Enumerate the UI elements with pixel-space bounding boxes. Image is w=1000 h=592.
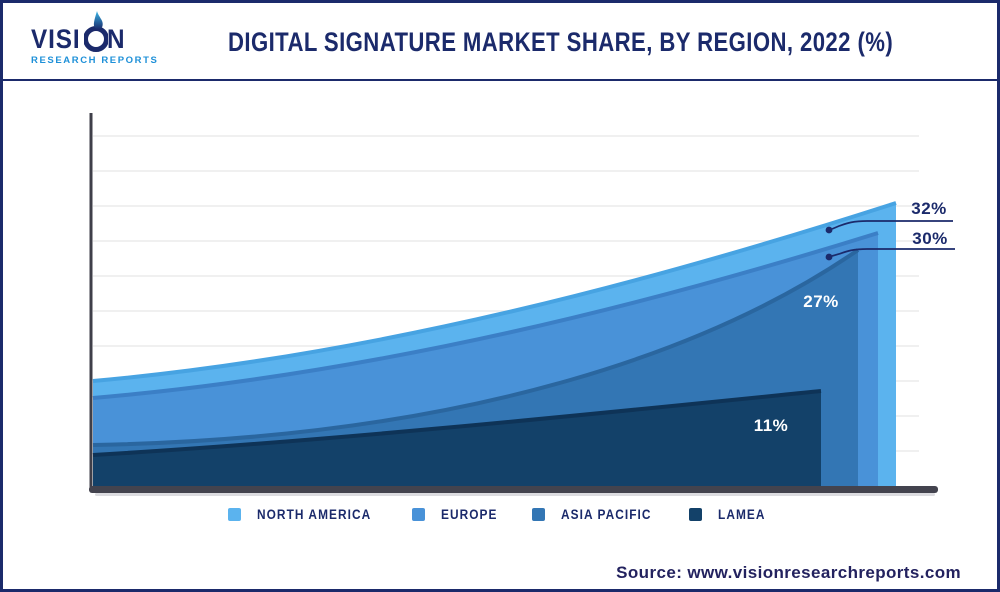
legend-label-europe: EUROPE [441, 507, 498, 522]
legend-label-asia-pacific: ASIA PACIFIC [560, 507, 652, 522]
value-label-europe: 30% [912, 229, 948, 248]
brand-subtitle: RESEARCH REPORTS [31, 55, 159, 66]
legend-item-lamea: LAMEA [689, 507, 772, 522]
value-label-lamea: 11% [754, 416, 789, 435]
legend-item-europe: EUROPE [412, 507, 505, 522]
x-axis [89, 486, 938, 493]
brand-logo: VISI N RESEARCH REPORTS [31, 11, 161, 66]
legend-label-lamea: LAMEA [718, 507, 767, 522]
legend-item-north-america: NORTH AMERICA [227, 507, 387, 522]
logo-o-droplet-icon [84, 11, 109, 52]
legend-swatch-asia-pacific-icon [531, 508, 545, 521]
legend-item-asia-pacific: ASIA PACIFIC [531, 507, 664, 522]
area-series-lamea [92, 389, 822, 487]
chart-area: 32% 30% 27% 11% NORTH AMERICA EUROPE [3, 83, 997, 589]
brand-wordmark: VISI N [31, 11, 161, 54]
chart-title: DIGITAL SIGNATURE MARKET SHARE, BY REGIO… [228, 27, 894, 57]
brand-text-post: N [107, 24, 126, 54]
area-chart-svg: 32% 30% 27% 11% [89, 113, 955, 496]
legend-swatch-lamea-icon [689, 508, 703, 521]
legend-swatch-europe-icon [412, 508, 426, 521]
callout-europe: 30% [825, 229, 955, 261]
legend-label-north-america: NORTH AMERICA [256, 507, 371, 522]
value-label-asia-pacific: 27% [803, 292, 839, 311]
header: VISI N RESEARCH REPORTS DIGITAL SIGNATUR… [3, 3, 997, 81]
value-label-north-america: 32% [911, 199, 947, 218]
legend-swatch-north-america-icon [227, 508, 241, 521]
x-axis-shadow [95, 493, 935, 496]
callout-north-america: 32% [825, 199, 953, 234]
legend: NORTH AMERICA EUROPE ASIA PACIFIC LAMEA [3, 507, 997, 522]
source-attribution: Source: www.visionresearchreports.com [616, 563, 961, 582]
title-wrap: DIGITAL SIGNATURE MARKET SHARE, BY REGIO… [133, 27, 989, 58]
brand-text-pre: VISI [31, 24, 81, 54]
